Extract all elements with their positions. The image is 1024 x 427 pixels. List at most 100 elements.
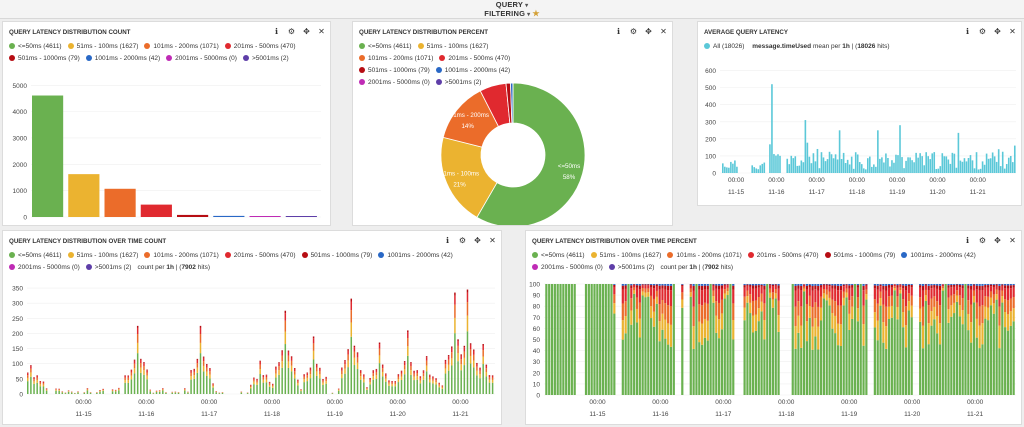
stack-segment xyxy=(86,389,89,391)
avg-bar xyxy=(786,158,789,173)
stack-segment xyxy=(899,290,902,294)
legend-item[interactable]: 1001ms - 2000ms (42) xyxy=(435,65,510,77)
stack-segment xyxy=(118,390,120,394)
move-icon[interactable]: ✥ xyxy=(474,236,481,245)
legend-item[interactable]: 501ms - 1000ms (79) xyxy=(301,250,372,262)
stack-segment xyxy=(621,284,624,286)
stack-segment xyxy=(287,350,290,352)
per-label: count per xyxy=(137,264,167,271)
gear-icon[interactable]: ⚙ xyxy=(978,27,987,36)
legend-item[interactable]: 501ms - 1000ms (79) xyxy=(9,53,80,65)
y-tick-label: 5000 xyxy=(13,83,28,90)
stack-segment xyxy=(856,297,859,309)
close-icon[interactable]: ✕ xyxy=(318,27,325,36)
legend-item[interactable]: 51ms - 100ms (1627) xyxy=(67,250,138,262)
close-icon[interactable]: ✕ xyxy=(489,236,496,245)
legend-item[interactable]: 101ms - 200ms (1071) xyxy=(359,53,433,65)
stack-segment xyxy=(202,371,205,394)
legend-item[interactable]: 2001ms - 5000ms (0) xyxy=(532,262,603,274)
stack-segment xyxy=(655,296,658,304)
stack-segment xyxy=(647,292,650,297)
legend-item[interactable]: 201ms - 500ms (470) xyxy=(439,53,510,65)
legend-item[interactable]: 51ms - 100ms (1627) xyxy=(67,41,138,53)
stack-segment xyxy=(972,285,976,291)
stack-segment xyxy=(341,367,343,369)
stack-segment xyxy=(777,285,780,289)
stack-segment xyxy=(633,287,636,291)
stack-segment xyxy=(706,303,709,321)
stack-segment xyxy=(259,361,261,365)
legend-item[interactable]: 1001ms - 2000ms (42) xyxy=(901,250,976,262)
legend-item[interactable]: 2001ms - 5000ms (0) xyxy=(9,262,80,274)
move-icon[interactable]: ✥ xyxy=(303,27,310,36)
legend-item[interactable]: 201ms - 500ms (470) xyxy=(224,250,296,262)
query-toggle[interactable]: QUERY ▾ xyxy=(0,0,1024,9)
close-icon[interactable]: ✕ xyxy=(1009,236,1016,245)
avg-bar xyxy=(943,156,946,173)
stack-segment xyxy=(910,284,913,285)
info-icon[interactable]: ℹ xyxy=(965,236,970,245)
stack-segment xyxy=(703,285,707,290)
stack-segment xyxy=(919,284,922,286)
legend-item[interactable]: 2001ms - 5000ms (0) xyxy=(359,77,430,89)
legend-item[interactable]: 1001ms - 2000ms (42) xyxy=(378,250,453,262)
legend-item[interactable]: >5001ms (2) xyxy=(608,262,654,274)
gear-icon[interactable]: ⚙ xyxy=(629,27,638,36)
stack-segment xyxy=(77,392,79,394)
stack-segment xyxy=(635,297,639,309)
filtering-toggle[interactable]: FILTERING ▾ ★ xyxy=(0,9,1024,18)
legend-item[interactable]: <=50ms (4611) xyxy=(9,41,62,53)
legend-item[interactable]: <=50ms (4611) xyxy=(359,41,412,53)
info-icon[interactable]: ℹ xyxy=(274,27,279,36)
legend-item[interactable]: >5001ms (2) xyxy=(242,53,289,65)
legend-item[interactable]: 101ms - 200ms (1071) xyxy=(667,250,742,262)
legend-item[interactable]: 201ms - 500ms (470) xyxy=(747,250,819,262)
x-tick-date: 11-15 xyxy=(75,411,92,418)
stack-segment xyxy=(372,373,375,377)
info-icon[interactable]: ℹ xyxy=(965,27,970,36)
stack-segment xyxy=(899,293,902,395)
avg-bar xyxy=(877,130,879,173)
stack-segment xyxy=(303,374,305,377)
gear-icon[interactable]: ⚙ xyxy=(978,236,987,245)
legend-item-all[interactable]: All (18026) xyxy=(704,41,744,53)
close-icon[interactable]: ✕ xyxy=(660,27,667,36)
stack-segment xyxy=(488,375,491,378)
legend-item[interactable]: 51ms - 100ms (1627) xyxy=(417,41,488,53)
legend-item[interactable]: >5001ms (2) xyxy=(435,77,481,89)
stack-segment xyxy=(749,286,752,295)
stack-segment xyxy=(89,392,92,394)
stack-segment xyxy=(970,289,973,305)
legend-item[interactable]: 501ms - 1000ms (79) xyxy=(824,250,895,262)
legend-item[interactable]: <=50ms (4611) xyxy=(9,250,62,262)
y-tick-label: 200 xyxy=(12,331,23,338)
stack-segment xyxy=(253,381,255,385)
gear-icon[interactable]: ⚙ xyxy=(458,236,467,245)
move-icon[interactable]: ✥ xyxy=(994,236,1001,245)
avg-bar xyxy=(985,153,988,173)
legend-item[interactable]: 2001ms - 5000ms (0) xyxy=(166,53,237,65)
legend-item[interactable]: >5001ms (2) xyxy=(85,262,131,274)
legend-item[interactable]: 1001ms - 2000ms (42) xyxy=(85,53,160,65)
stack-segment xyxy=(768,288,772,293)
info-icon[interactable]: ℹ xyxy=(445,236,450,245)
stack-segment xyxy=(862,324,865,346)
star-icon[interactable]: ★ xyxy=(532,9,540,18)
legend-item[interactable]: 51ms - 100ms (1627) xyxy=(590,250,661,262)
legend-item[interactable]: <=50ms (4611) xyxy=(532,250,585,262)
info-icon[interactable]: ℹ xyxy=(616,27,621,36)
stack-segment xyxy=(265,375,268,378)
legend-item[interactable]: 201ms - 500ms (470) xyxy=(224,41,296,53)
avg-bar xyxy=(929,159,932,173)
legend-dot xyxy=(67,42,74,49)
move-icon[interactable]: ✥ xyxy=(994,27,1001,36)
legend-item[interactable]: 101ms - 200ms (1071) xyxy=(144,41,219,53)
avg-bar xyxy=(941,153,944,173)
close-icon[interactable]: ✕ xyxy=(1009,27,1016,36)
legend-item[interactable]: 501ms - 1000ms (79) xyxy=(359,65,430,77)
stack-segment xyxy=(692,348,695,395)
x-tick-time: 00:00 xyxy=(201,399,218,406)
move-icon[interactable]: ✥ xyxy=(645,27,652,36)
gear-icon[interactable]: ⚙ xyxy=(287,27,296,36)
legend-item[interactable]: 101ms - 200ms (1071) xyxy=(144,250,219,262)
